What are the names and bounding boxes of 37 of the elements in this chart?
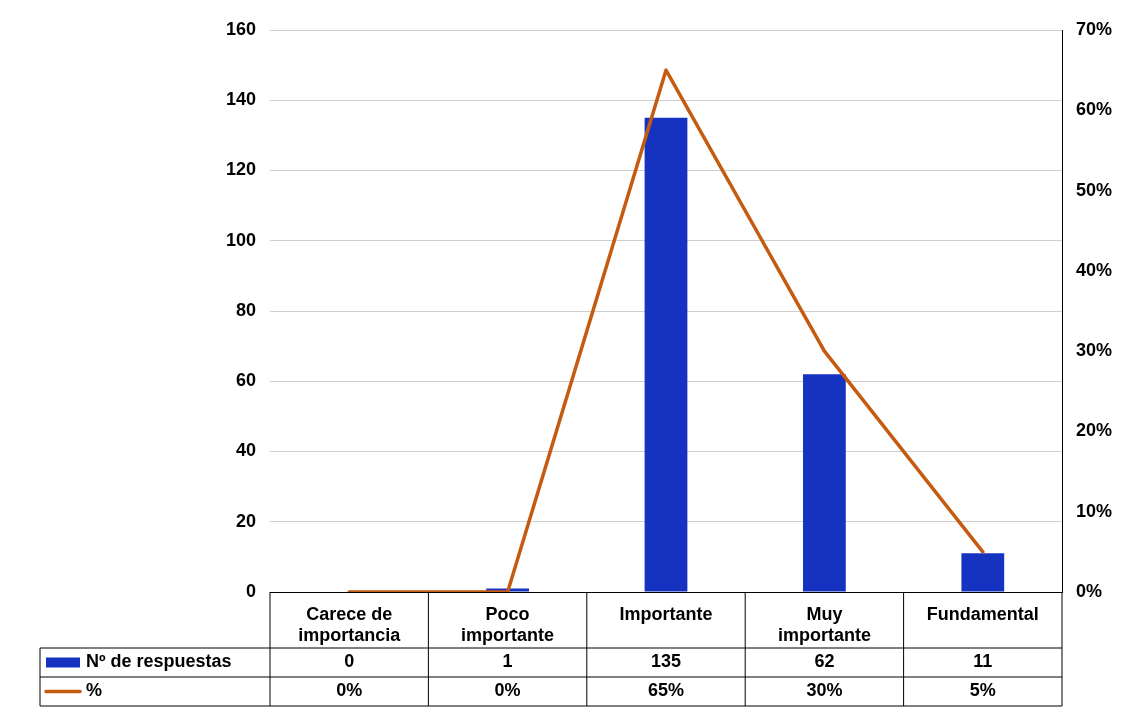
- data-label: 62: [814, 651, 835, 672]
- data-label: 0%: [336, 680, 363, 701]
- y2-tick-label: 20%: [1076, 420, 1113, 441]
- x-tick-label: Carece de importancia: [298, 603, 402, 646]
- data-label: 135: [650, 651, 682, 672]
- data-label: 0%: [494, 680, 521, 701]
- x-tick-label: Poco importante: [461, 603, 555, 646]
- x-tick-label: Muy importante: [777, 603, 871, 646]
- x-tick-label: Importante: [619, 603, 713, 624]
- bar: [644, 117, 688, 592]
- y-tick-label: 40: [235, 440, 256, 461]
- y-tick-label: 80: [235, 299, 256, 320]
- y-tick-label: 120: [225, 159, 256, 180]
- y-tick-label: 20: [235, 510, 256, 531]
- bar: [961, 553, 1005, 592]
- y2-tick-label: 40%: [1076, 259, 1113, 280]
- y2-tick-label: 70%: [1076, 18, 1113, 39]
- y-tick-label: 0: [245, 580, 256, 601]
- y2-tick-label: 10%: [1076, 500, 1113, 521]
- bar: [803, 374, 846, 592]
- data-label: 0: [344, 651, 355, 672]
- y-tick-label: 60: [235, 370, 256, 391]
- data-label: 65%: [647, 680, 685, 701]
- y-tick-label: 140: [225, 89, 256, 110]
- y-tick-label: 100: [225, 229, 256, 250]
- y2-tick-label: 50%: [1076, 179, 1113, 200]
- x-tick-label: Fundamental: [926, 603, 1039, 624]
- y-tick-label: 160: [225, 18, 256, 39]
- legend-label: %: [86, 680, 103, 701]
- data-label: 1: [502, 651, 513, 672]
- data-label: 5%: [969, 680, 996, 701]
- y2-tick-label: 30%: [1076, 340, 1113, 361]
- data-label: 11: [973, 651, 993, 672]
- data-label: 30%: [806, 680, 843, 701]
- legend-label: Nº de respuestas: [86, 651, 232, 672]
- y2-tick-label: 0%: [1076, 580, 1103, 601]
- y2-tick-label: 60%: [1076, 99, 1113, 120]
